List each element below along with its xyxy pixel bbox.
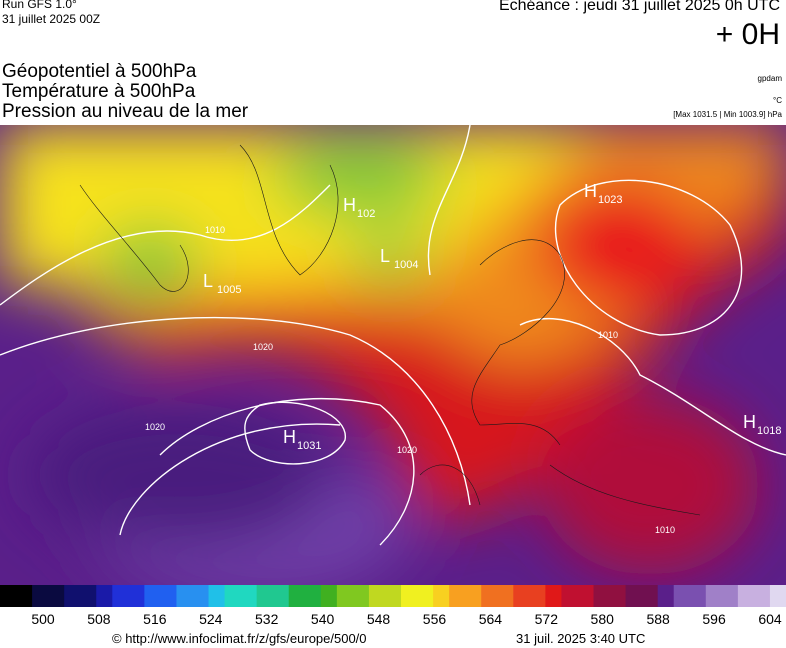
colorbar bbox=[0, 585, 786, 607]
run-date: 31 juillet 2025 00Z bbox=[2, 12, 101, 26]
colorbar-swatch bbox=[625, 585, 643, 607]
pressure-center-letter: H bbox=[343, 195, 356, 215]
colorbar-swatch bbox=[689, 585, 707, 607]
colorbar-swatch bbox=[481, 585, 498, 607]
colorbar-swatch bbox=[64, 585, 81, 607]
colorbar-swatch bbox=[80, 585, 97, 607]
pressure-center-value: 1023 bbox=[598, 194, 622, 206]
colorbar-swatch bbox=[433, 585, 450, 607]
colorbar-swatch bbox=[449, 585, 466, 607]
colorbar-swatch bbox=[641, 585, 659, 607]
colorbar-tick-label: 580 bbox=[591, 611, 615, 627]
colorbar-swatch bbox=[240, 585, 258, 607]
pressure-center-letter: L bbox=[203, 271, 213, 291]
colorbar-swatch bbox=[208, 585, 226, 607]
colorbar-swatch bbox=[224, 585, 242, 607]
colorbar-tick-label: 564 bbox=[479, 611, 503, 627]
layer: Température à 500hPa bbox=[2, 81, 196, 102]
colorbar-swatch bbox=[32, 585, 49, 607]
colorbar-swatch bbox=[657, 585, 675, 607]
pressure-center-letter: H bbox=[584, 181, 597, 201]
colorbar-swatch bbox=[577, 585, 595, 607]
echeance: Echéance : jeudi 31 juillet 2025 0h UTC bbox=[498, 0, 780, 14]
colorbar-tick-label: 556 bbox=[423, 611, 447, 627]
pressure-center-value: 1031 bbox=[297, 440, 321, 452]
colorbar-swatch bbox=[128, 585, 145, 607]
colorbar-swatch bbox=[304, 585, 322, 607]
colorbar-swatch bbox=[192, 585, 210, 607]
colorbar-swatch bbox=[417, 585, 434, 607]
colorbar-tick-label: 572 bbox=[535, 611, 559, 627]
colorbar-swatch bbox=[352, 585, 370, 607]
isobar-label: 1010 bbox=[205, 225, 225, 235]
colorbar-tick-label: 604 bbox=[758, 611, 782, 627]
colorbar-swatch bbox=[112, 585, 129, 607]
colorbar-tick-label: 500 bbox=[31, 611, 55, 627]
colorbar-swatch bbox=[368, 585, 386, 607]
colorbar-swatch bbox=[401, 585, 418, 607]
colorbar-tick-label: 532 bbox=[255, 611, 279, 627]
isobar-label: 1010 bbox=[655, 525, 675, 535]
colorbar-swatch bbox=[513, 585, 530, 607]
colorbar-swatch bbox=[561, 585, 578, 607]
colorbar-swatch bbox=[769, 585, 786, 607]
pressure-center-value: 1018 bbox=[757, 425, 781, 437]
colorbar-tick-label: 540 bbox=[311, 611, 335, 627]
colorbar-swatch bbox=[320, 585, 338, 607]
colorbar-swatch bbox=[16, 585, 33, 607]
layer: Géopotentiel à 500hPa bbox=[2, 61, 197, 82]
colorbar-swatch bbox=[497, 585, 514, 607]
colorbar-swatch bbox=[256, 585, 274, 607]
pressure-center-value: 1005 bbox=[217, 284, 241, 296]
colorbar-swatch bbox=[737, 585, 755, 607]
colorbar-swatch bbox=[288, 585, 306, 607]
colorbar-swatch bbox=[48, 585, 65, 607]
colorbar-swatch bbox=[176, 585, 193, 607]
unit-temp: °C bbox=[773, 96, 782, 105]
timestamp: 31 juil. 2025 3:40 UTC bbox=[516, 631, 646, 646]
pressure-range: [Max 1031.5 | Min 1003.9] hPa bbox=[673, 110, 782, 119]
isobar-label: 1020 bbox=[253, 342, 273, 352]
colorbar-swatch bbox=[705, 585, 723, 607]
colorbar-swatch bbox=[673, 585, 691, 607]
offset: + 0H bbox=[715, 18, 780, 51]
pressure-center-value: 102 bbox=[357, 208, 375, 220]
colorbar-swatch bbox=[593, 585, 611, 607]
isobar-label: 1020 bbox=[397, 445, 417, 455]
colorbar-swatch bbox=[96, 585, 113, 607]
run-label: Run GFS 1.0° bbox=[2, 0, 77, 11]
pressure-center-letter: H bbox=[743, 412, 756, 432]
colorbar-tick-label: 516 bbox=[143, 611, 167, 627]
colorbar-swatch bbox=[465, 585, 482, 607]
isobar-label: 1010 bbox=[598, 330, 618, 340]
layer: Pression au niveau de la mer bbox=[2, 101, 249, 122]
unit-geo: gpdam bbox=[757, 74, 782, 83]
colorbar-labels: 500 508 516 524 532 540 548 556 564 572 580 588 596 6… bbox=[31, 611, 782, 627]
colorbar-tick-label: 508 bbox=[87, 611, 111, 627]
pressure-center-letter: L bbox=[380, 246, 390, 266]
colorbar-tick-label: 524 bbox=[199, 611, 223, 627]
colorbar-swatch bbox=[545, 585, 562, 607]
colorbar-swatch bbox=[144, 585, 161, 607]
source: © http://www.infoclimat.fr/z/gfs/europe/… bbox=[112, 631, 367, 646]
colorbar-swatch bbox=[384, 585, 402, 607]
colorbar-swatch bbox=[336, 585, 354, 607]
pressure-center-value: 1004 bbox=[394, 259, 418, 271]
pressure-center-letter: H bbox=[283, 427, 296, 447]
colorbar-swatch bbox=[609, 585, 627, 607]
colorbar-swatch bbox=[272, 585, 290, 607]
isobar-label: 1020 bbox=[145, 422, 165, 432]
colorbar-swatch bbox=[529, 585, 546, 607]
colorbar-swatch bbox=[0, 585, 17, 607]
colorbar-swatch bbox=[160, 585, 177, 607]
colorbar-tick-label: 588 bbox=[646, 611, 670, 627]
colorbar-swatch bbox=[721, 585, 739, 607]
colorbar-tick-label: 596 bbox=[702, 611, 726, 627]
colorbar-swatch bbox=[753, 585, 771, 607]
colorbar-tick-label: 548 bbox=[367, 611, 391, 627]
